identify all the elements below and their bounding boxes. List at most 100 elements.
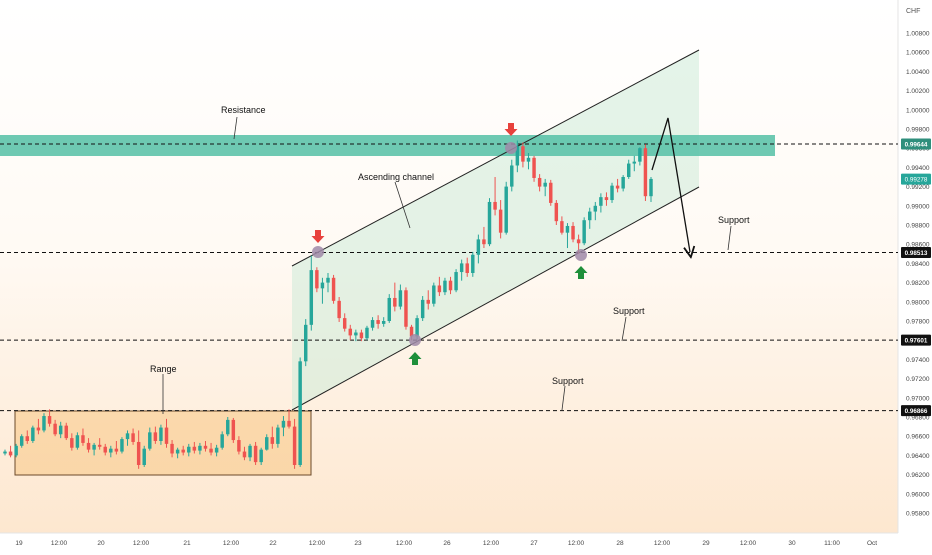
price-tick-label: 0.96600 <box>906 434 930 441</box>
price-tick-label: 1.00600 <box>906 50 930 57</box>
candle-body <box>298 361 302 465</box>
time-tick-label: 12:00 <box>223 540 240 547</box>
candle-body <box>582 220 586 244</box>
candle-body <box>58 425 63 435</box>
candle-body <box>532 157 536 178</box>
candle-body <box>643 148 648 197</box>
candle-body <box>97 444 102 447</box>
resistance-zone <box>0 135 775 156</box>
candle-body <box>114 448 119 452</box>
time-axis-panel <box>0 533 932 550</box>
time-tick-label: 11:00 <box>824 540 840 547</box>
candle-body <box>331 277 336 301</box>
candle-body <box>64 425 68 439</box>
support-label-1: Support <box>718 215 750 225</box>
price-axis-panel <box>898 0 932 533</box>
price-tick-label: 0.99800 <box>906 127 930 134</box>
candle-body <box>103 446 107 453</box>
candle-body <box>621 177 625 189</box>
green-up-arrow-icon <box>408 352 422 365</box>
time-tick-label: 12:00 <box>396 540 413 547</box>
candle-body <box>348 328 353 336</box>
price-tag <box>901 405 931 417</box>
price-tag <box>901 247 931 259</box>
time-tick-label: 12:00 <box>309 540 326 547</box>
candle-body <box>626 163 631 177</box>
candle-body <box>315 270 319 289</box>
price-tick-label: 0.99000 <box>906 203 930 210</box>
candle-body <box>554 202 559 222</box>
resistance-callout-line <box>233 116 238 140</box>
candle-body <box>220 434 224 448</box>
candle-body <box>25 436 30 441</box>
candle-body <box>498 209 503 233</box>
candle-body <box>86 442 91 450</box>
price-tag <box>901 138 931 150</box>
candle-body <box>292 426 297 465</box>
candle-body <box>370 320 375 328</box>
candle-body <box>120 439 124 452</box>
candle-body <box>303 324 308 362</box>
candle-body <box>36 427 41 431</box>
candle-body <box>309 270 314 325</box>
candle-body <box>136 441 141 465</box>
candle-body <box>42 416 46 431</box>
candle-body <box>393 297 397 307</box>
currency-label: CHF <box>906 8 920 15</box>
price-tick-label: 0.99200 <box>906 184 930 191</box>
candle-body <box>638 148 642 162</box>
current-price-label: 0.99278 <box>905 177 928 184</box>
candle-body <box>19 436 24 446</box>
red-down-arrow-icon <box>504 123 518 136</box>
support-label-2: Support <box>613 306 645 316</box>
candle-body <box>365 327 369 339</box>
candle-body <box>47 416 52 424</box>
time-tick-label: 19 <box>15 540 23 547</box>
time-tick-label: 28 <box>616 540 624 547</box>
support-callout-line-1 <box>727 225 732 251</box>
time-tick-label: 29 <box>702 540 710 547</box>
range-label: Range <box>150 364 177 374</box>
candle-body <box>426 299 430 304</box>
time-tick-label: 20 <box>97 540 105 547</box>
price-tick-label: 0.98000 <box>906 299 930 306</box>
candle-body <box>476 239 481 255</box>
candle-body <box>187 446 191 453</box>
candle-body <box>320 282 325 289</box>
candle-body <box>465 263 469 273</box>
candle-body <box>359 332 364 339</box>
price-tag-label: 0.98513 <box>905 250 928 257</box>
candle-body <box>3 451 7 454</box>
candle-body <box>482 239 486 245</box>
time-tick-label: 30 <box>788 540 796 547</box>
candle-body <box>615 185 620 189</box>
candle-body <box>593 205 598 212</box>
candle-body <box>253 445 258 463</box>
candle-body <box>543 182 547 187</box>
touch-marker-channel-top-2 <box>505 142 517 154</box>
time-tick-label: 12:00 <box>133 540 150 547</box>
candle-body <box>387 297 391 321</box>
candle-body <box>454 272 458 291</box>
resistance-label: Resistance <box>221 105 266 115</box>
price-tick-label: 0.98200 <box>906 280 930 287</box>
candle-body <box>459 263 464 273</box>
candle-body <box>142 448 146 465</box>
touch-marker-channel-bottom-2 <box>575 249 587 261</box>
support-callout-line-2 <box>621 316 627 342</box>
candle-body <box>242 451 247 458</box>
channel-upper-line <box>291 49 700 267</box>
candle-body <box>415 318 419 337</box>
candle-body <box>471 254 475 273</box>
candle-body <box>75 435 80 448</box>
candle-body <box>649 178 653 197</box>
candle-body <box>342 318 347 329</box>
channel-label: Ascending channel <box>358 172 434 182</box>
price-tick-label: 1.00200 <box>906 88 930 95</box>
time-tick-label: 12:00 <box>483 540 500 547</box>
time-tick-label: 12:00 <box>568 540 585 547</box>
price-tick-label: 0.97000 <box>906 395 930 402</box>
candle-body <box>443 280 447 293</box>
candle-body <box>404 290 408 327</box>
